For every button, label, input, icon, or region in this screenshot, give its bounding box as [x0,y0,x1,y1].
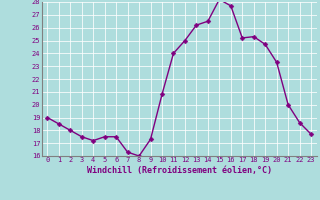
X-axis label: Windchill (Refroidissement éolien,°C): Windchill (Refroidissement éolien,°C) [87,166,272,175]
